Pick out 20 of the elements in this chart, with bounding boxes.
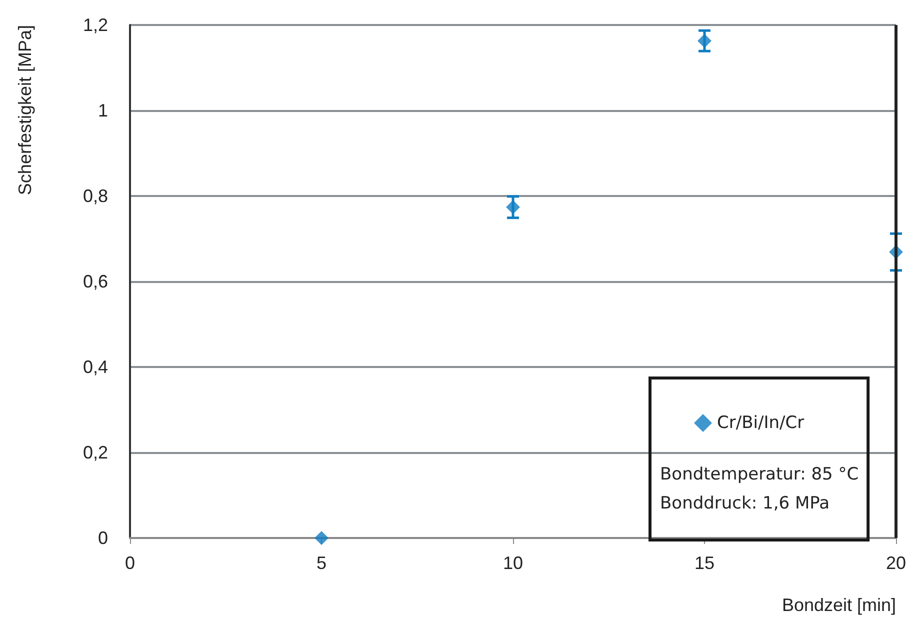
annotation: Bonddruck: 1,6 MPa	[660, 494, 830, 514]
y-tick-label: 0,8	[82, 186, 108, 206]
y-tick-label: 0,4	[82, 357, 108, 377]
x-axis-title: Bondzeit [min]	[782, 595, 896, 615]
x-tick-label: 20	[886, 553, 906, 573]
y-tick-label: 0,6	[82, 272, 108, 292]
x-tick-label: 0	[124, 553, 136, 573]
y-tick-label: 1	[98, 100, 108, 120]
annotation: Bondtemperatur: 85 °C	[660, 464, 859, 484]
point	[506, 200, 520, 214]
point	[314, 531, 328, 545]
y-tick-label: 0,2	[82, 442, 108, 462]
y-tick-label: 0	[98, 528, 108, 548]
x-tick-label: 10	[502, 553, 524, 573]
legend-label: Cr/Bi/In/Cr	[717, 413, 804, 433]
y-axis-title: Scherfestigkeit [MPa]	[15, 25, 35, 196]
x-tick-label: 5	[316, 553, 327, 573]
point	[698, 34, 712, 48]
y-tick-label: 1,2	[82, 15, 108, 35]
x-tick-label: 15	[694, 553, 715, 573]
